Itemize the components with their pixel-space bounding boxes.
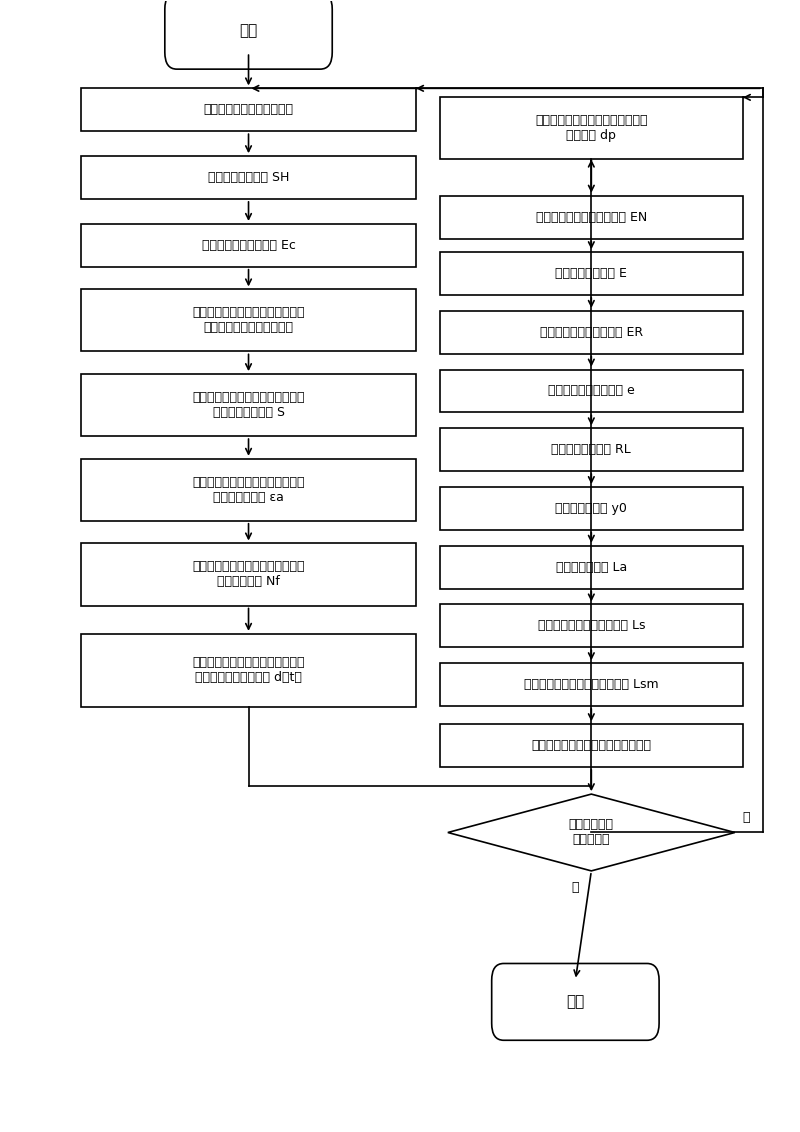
Text: 确定最小剩余日历寿命安全余量 Lsm: 确定最小剩余日历寿命安全余量 Lsm xyxy=(524,678,658,691)
Bar xyxy=(81,156,416,199)
Text: 结束: 结束 xyxy=(566,994,585,1010)
Text: 计算剩余日历寿命安全余量 Ls: 计算剩余日历寿命安全余量 Ls xyxy=(538,619,645,633)
Bar xyxy=(81,224,416,267)
Bar xyxy=(440,428,743,471)
Text: 计算累积低周疲劳寿命损耗 EN: 计算累积低周疲劳寿命损耗 EN xyxy=(536,211,647,224)
Text: 开始: 开始 xyxy=(239,24,258,38)
Text: 计算炉外高温承压部件的热应力和
由工质压力引起的机械应力: 计算炉外高温承压部件的热应力和 由工质压力引起的机械应力 xyxy=(192,307,305,334)
Bar xyxy=(440,604,743,648)
Bar xyxy=(440,252,743,295)
Bar xyxy=(81,374,416,436)
FancyBboxPatch shape xyxy=(492,963,659,1040)
Text: 读取电站锅炉在线测点数据: 读取电站锅炉在线测点数据 xyxy=(203,103,294,117)
Text: 计算累计运行小时 SH: 计算累计运行小时 SH xyxy=(208,171,290,185)
Bar xyxy=(81,543,416,606)
Bar xyxy=(440,369,743,412)
Bar xyxy=(81,458,416,521)
Text: 计算累积蠕变寿命损耗 Ec: 计算累积蠕变寿命损耗 Ec xyxy=(202,239,295,251)
Text: 计算电站锅炉炉外高温承压部件的
低周疲劳应变幅 εa: 计算电站锅炉炉外高温承压部件的 低周疲劳应变幅 εa xyxy=(192,475,305,504)
Text: 否: 否 xyxy=(743,812,750,824)
Text: 确定峰值应力强度对应的低周疲劳
寿命损耗 dp: 确定峰值应力强度对应的低周疲劳 寿命损耗 dp xyxy=(535,114,647,143)
Bar xyxy=(440,311,743,353)
Bar xyxy=(81,290,416,351)
Bar xyxy=(440,487,743,530)
Bar xyxy=(81,88,416,131)
Text: 是否需要打印
控制措施？: 是否需要打印 控制措施？ xyxy=(569,818,614,847)
Text: 计算年均寿命损耗速率 e: 计算年均寿命损耗速率 e xyxy=(548,385,634,397)
Bar xyxy=(440,546,743,589)
Text: 计算剩余日历寿命百分数 ER: 计算剩余日历寿命百分数 ER xyxy=(540,326,643,338)
Polygon shape xyxy=(448,795,735,871)
Text: 控制炉外高温承压部件剩余日历寿命: 控制炉外高温承压部件剩余日历寿命 xyxy=(531,739,651,752)
Text: 计算可使用寿命 La: 计算可使用寿命 La xyxy=(556,560,627,574)
Bar xyxy=(440,97,743,160)
Text: 计算累积寿命损耗 E: 计算累积寿命损耗 E xyxy=(555,267,627,280)
Text: 计算电站锅炉炉外高温承压部件的
瞬态低周疲劳寿命损耗 d（t）: 计算电站锅炉炉外高温承压部件的 瞬态低周疲劳寿命损耗 d（t） xyxy=(192,657,305,685)
Bar xyxy=(440,663,743,706)
Text: 计算电站锅炉炉外高温承压部件的
低周疲劳寿命 Nf: 计算电站锅炉炉外高温承压部件的 低周疲劳寿命 Nf xyxy=(192,560,305,589)
FancyBboxPatch shape xyxy=(165,0,332,69)
Text: 计算已使用年数 y0: 计算已使用年数 y0 xyxy=(555,501,627,515)
Text: 是: 是 xyxy=(571,881,579,894)
Text: 计算电站锅炉炉外高温承压部件的
应力强度的监视值 S: 计算电站锅炉炉外高温承压部件的 应力强度的监视值 S xyxy=(192,391,305,419)
Text: 计算剩余日历寿命 RL: 计算剩余日历寿命 RL xyxy=(551,444,631,456)
Bar xyxy=(81,634,416,708)
Bar xyxy=(440,724,743,767)
Bar xyxy=(440,196,743,239)
